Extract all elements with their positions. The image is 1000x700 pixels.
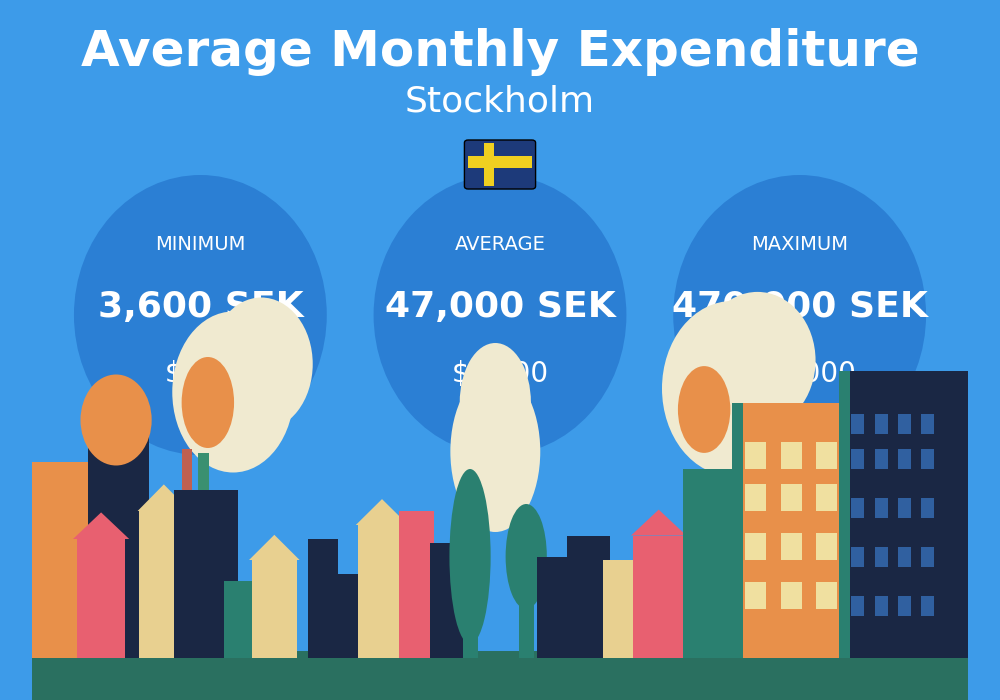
Bar — [399, 511, 434, 658]
Bar — [851, 547, 864, 567]
Bar — [468, 156, 532, 167]
Ellipse shape — [678, 366, 730, 453]
Bar — [484, 143, 494, 186]
Bar — [851, 596, 864, 616]
Bar — [745, 533, 766, 560]
Ellipse shape — [460, 343, 531, 462]
Bar — [567, 536, 610, 658]
Bar — [839, 371, 968, 658]
Ellipse shape — [182, 357, 234, 448]
Bar — [816, 582, 837, 609]
Bar — [875, 547, 888, 567]
Bar — [781, 582, 802, 609]
Bar — [875, 596, 888, 616]
Bar — [32, 651, 968, 700]
Bar — [921, 498, 934, 518]
Bar — [603, 560, 639, 658]
Polygon shape — [356, 499, 408, 525]
Bar — [781, 484, 802, 511]
Ellipse shape — [673, 175, 926, 455]
Bar — [851, 449, 864, 469]
Bar — [88, 406, 149, 658]
Bar — [745, 442, 766, 469]
Bar — [77, 539, 125, 658]
Bar — [816, 484, 837, 511]
Bar — [182, 449, 192, 490]
Bar — [224, 581, 259, 658]
Bar — [745, 582, 766, 609]
Bar — [308, 539, 338, 658]
Text: $4,500: $4,500 — [451, 360, 549, 388]
Bar — [898, 414, 911, 434]
Ellipse shape — [210, 298, 313, 430]
Ellipse shape — [506, 504, 547, 609]
Text: Average Monthly Expenditure: Average Monthly Expenditure — [81, 29, 919, 76]
Bar — [537, 556, 573, 658]
Text: AVERAGE: AVERAGE — [455, 235, 545, 255]
Text: 3,600 SEK: 3,600 SEK — [98, 290, 303, 323]
Bar — [851, 498, 864, 518]
Bar — [139, 511, 188, 658]
Bar — [745, 484, 766, 511]
Bar — [252, 560, 297, 658]
Polygon shape — [249, 535, 300, 560]
Bar — [732, 402, 743, 658]
Bar — [430, 542, 465, 658]
Text: 47,000 SEK: 47,000 SEK — [385, 290, 615, 323]
Ellipse shape — [662, 301, 802, 476]
Polygon shape — [73, 512, 129, 539]
Bar — [816, 442, 837, 469]
Text: $350: $350 — [165, 360, 236, 388]
Ellipse shape — [450, 371, 540, 532]
Bar — [898, 547, 911, 567]
Text: Stockholm: Stockholm — [405, 85, 595, 118]
Bar — [633, 536, 684, 658]
Ellipse shape — [699, 292, 816, 429]
Bar — [898, 498, 911, 518]
Bar — [921, 414, 934, 434]
Bar — [875, 498, 888, 518]
Ellipse shape — [81, 374, 152, 466]
Polygon shape — [138, 484, 190, 511]
Bar — [781, 533, 802, 560]
Bar — [898, 449, 911, 469]
Text: $45,000: $45,000 — [742, 360, 857, 388]
Bar — [921, 449, 934, 469]
Bar — [198, 453, 209, 490]
Bar — [921, 596, 934, 616]
Bar — [839, 371, 850, 658]
Bar — [174, 490, 238, 658]
Text: MAXIMUM: MAXIMUM — [751, 235, 848, 255]
Ellipse shape — [172, 312, 294, 472]
Bar — [781, 442, 802, 469]
Bar — [519, 567, 534, 658]
Text: 470,000 SEK: 470,000 SEK — [672, 290, 928, 323]
Bar — [875, 449, 888, 469]
Bar — [898, 596, 911, 616]
Polygon shape — [631, 510, 686, 536]
Text: MINIMUM: MINIMUM — [155, 235, 246, 255]
FancyBboxPatch shape — [464, 140, 536, 189]
Bar — [875, 414, 888, 434]
Bar — [683, 469, 734, 658]
Bar — [921, 547, 934, 567]
Bar — [851, 414, 864, 434]
Bar — [336, 574, 362, 658]
Bar — [816, 533, 837, 560]
Bar — [463, 556, 478, 658]
Ellipse shape — [449, 469, 491, 644]
Ellipse shape — [74, 175, 327, 455]
Bar — [32, 462, 102, 658]
Bar — [732, 402, 840, 658]
Ellipse shape — [374, 175, 626, 455]
Bar — [358, 525, 406, 658]
